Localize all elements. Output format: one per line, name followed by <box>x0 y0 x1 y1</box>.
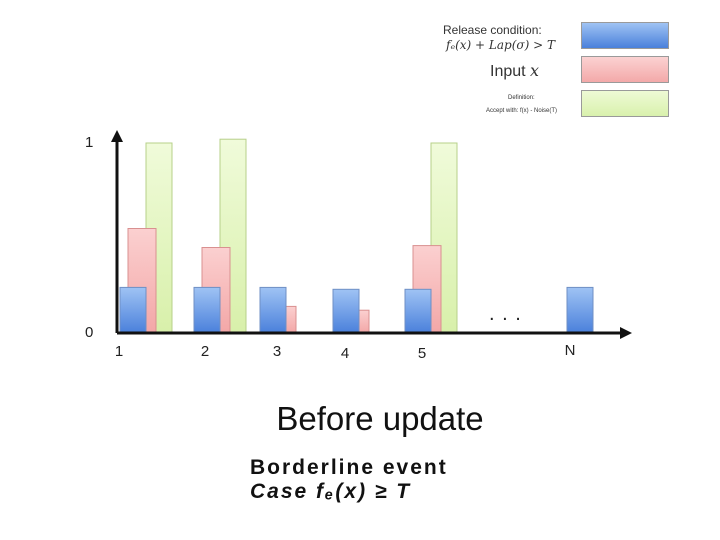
caption: Before update <box>276 400 484 437</box>
x-tick-label-4: 4 <box>341 345 349 362</box>
y-axis-arrow <box>111 130 123 142</box>
legend-swatch-red <box>581 56 669 83</box>
x-tick-label-N: N <box>565 342 576 359</box>
legend-input-var: x <box>530 61 540 80</box>
legend-swatch-blue <box>581 22 669 49</box>
y-axis-label-one: 1 <box>85 134 94 151</box>
bar-blue-1 <box>119 286 147 334</box>
legend-input-text: Input <box>490 63 526 80</box>
x-tick-label-5: 5 <box>418 345 426 362</box>
bar-blue-N <box>566 286 594 334</box>
legend-small-title: Definition: <box>508 95 535 101</box>
ellipsis: . . . <box>489 303 522 325</box>
x-axis-arrow <box>620 327 632 339</box>
bar-blue-2 <box>193 286 221 334</box>
x-tick-label-2: 2 <box>201 343 209 360</box>
x-tick-label-3: 3 <box>273 343 281 360</box>
legend-swatch-green <box>581 90 669 117</box>
y-axis-label-zero: 0 <box>85 324 94 341</box>
bar-blue-4 <box>332 288 360 334</box>
bar-blue-5 <box>404 288 432 334</box>
legend-input-label: Input x <box>490 61 539 81</box>
legend-release-formula: fₑ(x) + Lap(σ) > T <box>446 38 555 52</box>
bar-blue-3 <box>259 286 287 334</box>
x-tick-label-1: 1 <box>115 343 123 360</box>
legend-release-label: Release condition: <box>443 23 542 37</box>
borderline-line2: Case fₑ(x) ≥ T <box>250 480 412 503</box>
borderline-line1: Borderline event <box>250 456 448 479</box>
legend-small-text: Accept with: f(x) - Noise(T) <box>486 108 558 114</box>
borderline-event: Borderline event Case fₑ(x) ≥ T <box>250 456 448 504</box>
